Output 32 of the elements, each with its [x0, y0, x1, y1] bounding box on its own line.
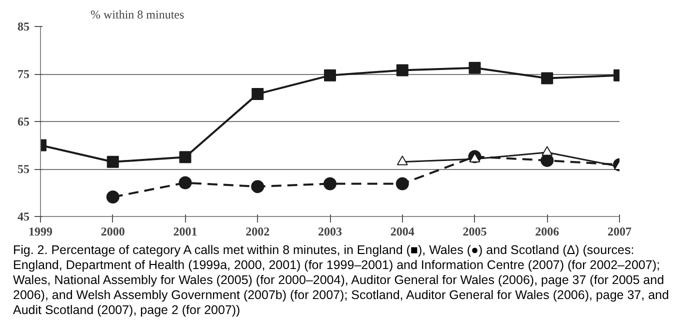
point [106, 190, 120, 204]
y-tick-label: 55 [18, 162, 30, 176]
x-tick-label: 2007 [608, 224, 632, 238]
point [252, 88, 264, 100]
point [178, 176, 192, 190]
point [324, 69, 336, 82]
point [106, 156, 119, 168]
point [540, 154, 554, 167]
point [542, 146, 553, 156]
caption: Fig. 2. Percentage of category A calls met within 8 minutes, in England (■), Wales (●) and Scotland (Δ) (sources: England, Department of Health (1999a, 2000, 2001) (for 1999–2001) and Information Centre (2007) (for 2002–2007); Wales, National Assembly for Wales (2005) (for 2000–2004), Auditor General for Wales (2006), page 37 (for 2005 and 2006), and Welsh Assembly Government (2007b) (for 2007); Scotland, Auditor General for Wales (2006), page 37, and Audit Scotland (2007), page 2 (for 2007)) [12, 243, 670, 318]
x-tick-label: 2005 [462, 224, 487, 238]
y-tick-label: 75 [18, 67, 30, 81]
y-axis-title: % within 8 minutes [90, 8, 184, 22]
x-tick-label: 2006 [535, 224, 560, 238]
point [396, 156, 408, 166]
y-tick-label: 65 [18, 114, 30, 128]
y-tick-label: 45 [18, 210, 30, 224]
x-tick-label: 2000 [100, 224, 125, 238]
x-tick-label: 1999 [28, 224, 52, 238]
point [396, 177, 409, 190]
point [469, 152, 480, 162]
x-tick-label: 2003 [318, 224, 342, 238]
point [324, 177, 336, 190]
x-tick-label: 2004 [390, 224, 414, 238]
point [396, 64, 408, 76]
point [468, 62, 481, 74]
y-tick-label: 85 [18, 20, 30, 34]
x-tick-label: 2001 [173, 224, 198, 238]
point [251, 180, 264, 194]
point [179, 151, 192, 164]
x-tick-label: 2002 [246, 224, 270, 238]
point [541, 72, 554, 84]
